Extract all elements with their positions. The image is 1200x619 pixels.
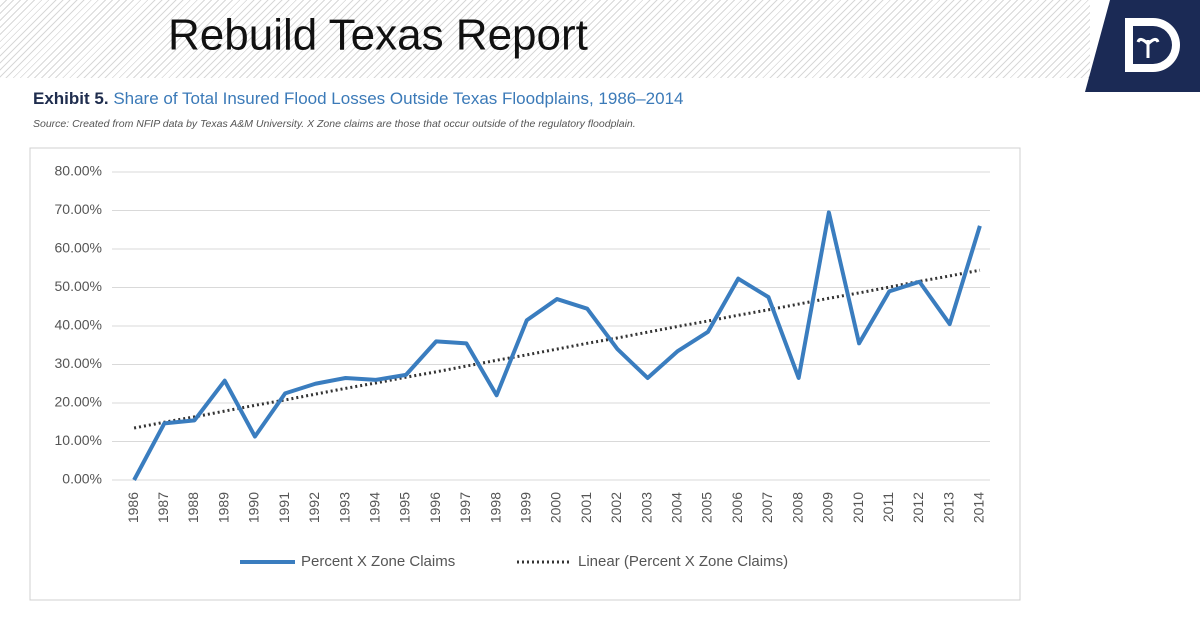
y-tick-label: 10.00% — [55, 432, 102, 448]
x-tick-label: 2011 — [880, 492, 896, 522]
x-tick-label: 2007 — [759, 492, 775, 523]
x-tick-label: 1990 — [246, 492, 262, 523]
x-tick-label: 1995 — [397, 492, 413, 523]
x-tick-label: 2009 — [820, 492, 836, 523]
x-tick-label: 2004 — [669, 492, 685, 523]
exhibit-label: Exhibit 5. — [33, 89, 109, 108]
x-tick-label: 2012 — [910, 492, 926, 523]
x-tick-label: 2008 — [789, 492, 805, 523]
x-tick-label: 2003 — [638, 492, 654, 523]
y-tick-label: 30.00% — [55, 355, 102, 371]
x-tick-label: 2006 — [729, 492, 745, 523]
y-tick-label: 40.00% — [55, 317, 102, 333]
x-tick-label: 1989 — [215, 492, 231, 523]
series-line — [133, 268, 981, 430]
slide-title: Rebuild Texas Report — [168, 11, 588, 60]
title-text: Share of Total Insured Flood Losses Outs… — [113, 89, 683, 108]
x-tick-label: 1992 — [306, 492, 322, 523]
x-tick-label: 2001 — [578, 492, 594, 523]
x-tick-label: 1993 — [336, 492, 352, 523]
legend-label: Percent X Zone Claims — [301, 553, 455, 570]
x-tick-label: 1997 — [457, 492, 473, 523]
x-tick-label: 1991 — [276, 492, 292, 523]
x-tick-label: 1998 — [487, 492, 503, 523]
header-pattern — [0, 0, 1090, 78]
x-tick-label: 2002 — [608, 492, 624, 523]
x-tick-label: 2013 — [940, 492, 956, 523]
y-tick-label: 70.00% — [55, 201, 102, 217]
x-tick-label: 1988 — [185, 492, 201, 523]
x-tick-label: 2005 — [699, 492, 715, 523]
logo-leaf — [1136, 37, 1160, 58]
logo-mark — [1125, 18, 1180, 72]
x-tick-label: 1986 — [125, 492, 141, 523]
y-tick-label: 80.00% — [55, 163, 102, 179]
series-line — [132, 210, 982, 481]
chart-title: Exhibit 5. Share of Total Insured Flood … — [33, 89, 684, 108]
x-tick-label: 1999 — [517, 492, 533, 523]
y-tick-label: 60.00% — [55, 240, 102, 256]
x-tick-label: 1994 — [366, 492, 382, 523]
y-tick-label: 20.00% — [55, 394, 102, 410]
x-tick-label: 1996 — [427, 492, 443, 523]
y-tick-label: 50.00% — [55, 278, 102, 294]
x-tick-label: 2000 — [548, 492, 564, 523]
y-tick-label: 0.00% — [62, 471, 102, 487]
x-tick-label: 2010 — [850, 492, 866, 523]
plot-frame — [29, 147, 1021, 601]
x-tick-label: 1987 — [155, 492, 171, 523]
legend-label: Linear (Percent X Zone Claims) — [578, 553, 788, 570]
logo — [1085, 0, 1200, 92]
chart-subtitle: Source: Created from NFIP data by Texas … — [33, 118, 636, 130]
x-tick-label: 2014 — [971, 492, 987, 523]
